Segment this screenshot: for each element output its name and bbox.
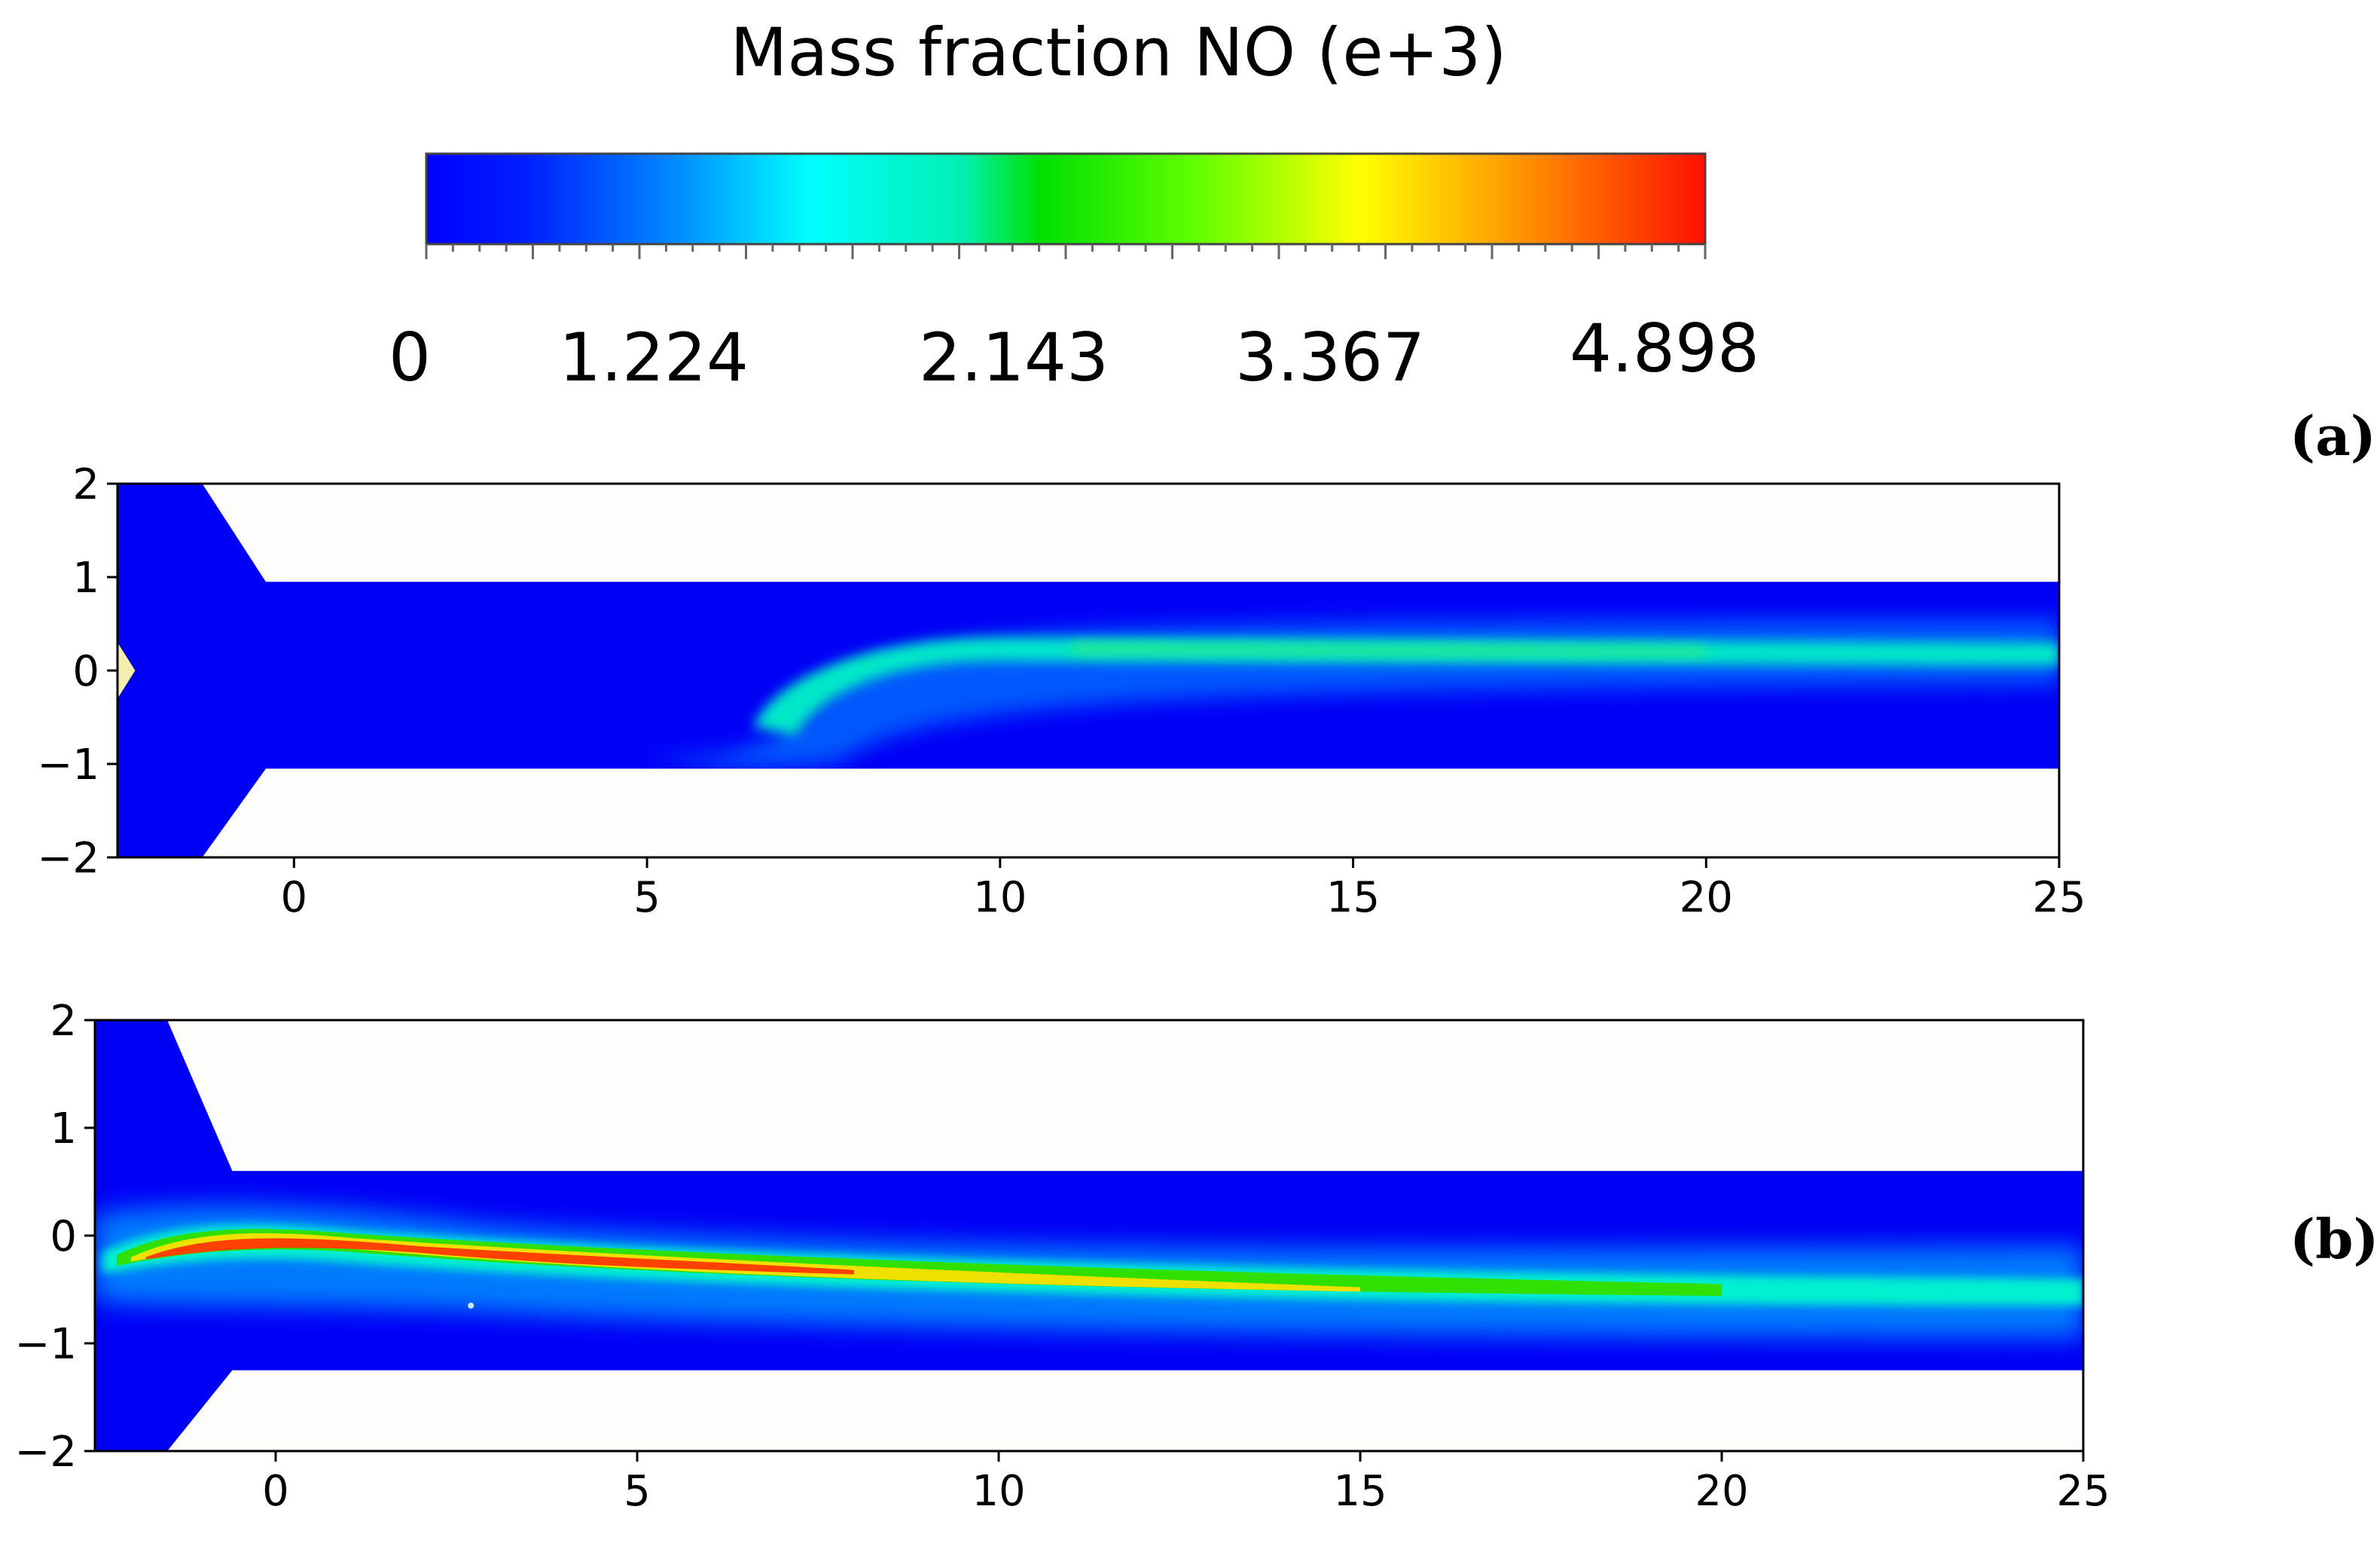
plume-peak	[145, 1238, 854, 1275]
plume-field	[95, 1204, 2083, 1338]
y-tick-label: 2	[72, 460, 99, 509]
y-tick-label: 2	[50, 1002, 77, 1046]
plume-core	[116, 1229, 1722, 1297]
x-tick-label: 0	[281, 873, 308, 922]
y-tick-label: 1	[72, 554, 99, 603]
colorbar-minor-ticks	[425, 244, 1707, 259]
colorbar-tick-label: 1.224	[559, 319, 749, 396]
colorbar-tick-label: 2.143	[919, 319, 1109, 396]
x-tick-label: 0	[262, 1467, 289, 1516]
x-tick-label: 10	[973, 873, 1027, 922]
plume-peak	[1070, 642, 1707, 658]
x-tick-label: 20	[1680, 873, 1733, 922]
inlet-marker	[117, 642, 136, 699]
x-tick-label: 10	[972, 1467, 1025, 1516]
y-tick-label: −2	[37, 834, 99, 883]
x-tick-label: 5	[624, 1467, 651, 1516]
colorbar-gradient	[425, 152, 1707, 246]
y-tick-label: −1	[14, 1320, 77, 1369]
x-tick-label: 25	[2056, 1467, 2110, 1516]
plume-core	[752, 637, 2059, 736]
colorbar-tick-label: 4.898	[1570, 310, 1759, 387]
panel-tag-b: (b)	[2290, 1207, 2379, 1271]
y-tick-label: 0	[50, 1212, 77, 1261]
y-tick-label: 0	[72, 647, 99, 696]
fluid-domain	[95, 1020, 2083, 1451]
y-tick-label: −1	[37, 741, 99, 790]
colorbar-title: Mass fraction NO (e+3)	[730, 14, 1507, 91]
y-tick-label: 1	[50, 1104, 77, 1153]
x-tick-label: 15	[1333, 1467, 1387, 1516]
x-tick-label: 15	[1326, 873, 1380, 922]
speck	[468, 1302, 474, 1309]
colorbar-tick-label: 0	[389, 319, 431, 396]
colorbar	[425, 152, 1707, 259]
x-tick-label: 5	[633, 873, 661, 922]
colorbar-tick-label: 3.367	[1235, 319, 1425, 396]
plume-field	[647, 619, 2059, 768]
x-tick-label: 25	[2032, 873, 2086, 922]
y-tick-label: −2	[14, 1428, 77, 1477]
x-tick-label: 20	[1695, 1467, 1748, 1516]
panel-tag-a: (a)	[2290, 404, 2376, 468]
